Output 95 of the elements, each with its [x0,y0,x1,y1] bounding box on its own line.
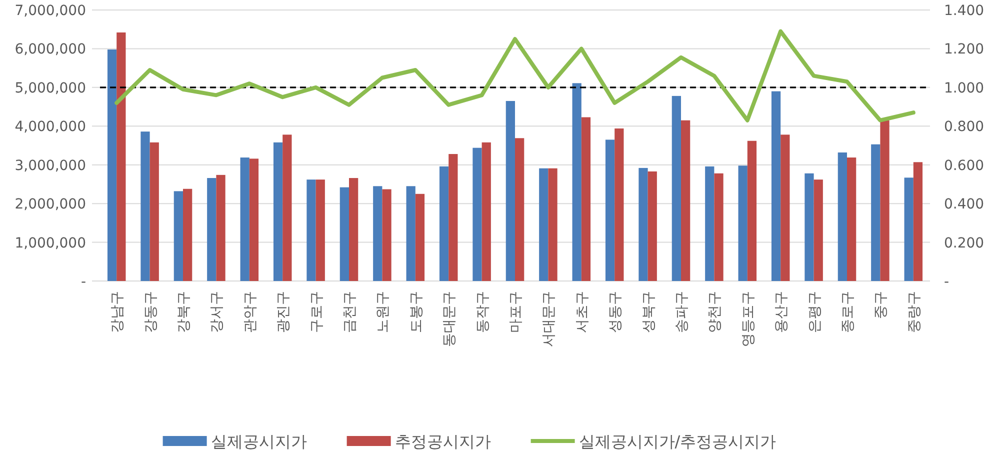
y-tick-label: 6,000,000 [14,42,86,58]
bar [240,158,250,281]
y-tick-label: 7,000,000 [14,3,86,19]
bar [648,171,657,281]
bar [116,32,126,281]
line-series [114,29,916,122]
bar [581,117,591,281]
x-tick-label: 강동구 [142,291,159,333]
x-tick-label: 광진구 [276,291,292,333]
x-tick-label: 성동구 [608,291,624,333]
bar [448,154,458,281]
x-tick-label: 중랑구 [906,291,922,333]
x-tick-label: 도봉구 [408,291,424,333]
x-tick-label: 서대문구 [541,291,558,347]
bar [515,138,524,281]
bar [216,174,226,281]
legend-label: 실제공시지가/추정공시지가 [578,432,776,451]
bar [804,173,814,281]
x-tick-label: 관악구 [242,291,258,333]
x-tick-label: 동작구 [474,291,491,333]
bar [373,186,382,281]
x-tick-label: 강북구 [176,291,192,333]
y-tick-label: 5,000,000 [14,80,86,96]
bar [340,187,349,281]
x-tick-label: 강남구 [110,291,126,333]
bar [349,178,358,281]
bar [913,162,923,281]
bar [747,140,757,281]
bar [439,166,449,281]
y2-tick-label: 0.400 [944,196,984,213]
bar [880,120,890,281]
legend-label: 실제공시지가 [210,432,307,451]
bar [406,186,416,281]
y2-tick-label: 0.600 [944,158,984,174]
x-tick-label: 영등포구 [740,291,756,347]
bar [140,132,150,281]
bar [282,134,292,281]
y2-tick-label: 1.200 [944,42,984,58]
bar [814,180,823,281]
y2-tick-label: 1.400 [944,3,984,19]
bar [316,180,325,281]
x-tick-label: 용산구 [774,291,790,333]
x-tick-label: 강서구 [209,291,226,333]
y-tick-label: - [80,274,86,290]
y2-tick-label: 0.800 [944,119,984,136]
x-tick-label: 종로구 [840,291,856,333]
x-tick-label: 은평구 [806,291,823,333]
bar [572,83,582,281]
bar [638,168,648,281]
bar [548,168,558,281]
x-tick-label: 노원구 [375,291,392,333]
x-tick-label: 양천구 [707,291,724,333]
bar [306,180,316,281]
bar [207,178,216,281]
bar [415,194,425,281]
bar [614,128,624,281]
bar [871,144,880,281]
bar [705,166,714,281]
x-tick-label: 송파구 [674,291,690,333]
bar [506,100,515,281]
y-tick-label: 2,000,000 [14,196,86,213]
y-tick-label: 3,000,000 [14,158,86,174]
x-tick-label: 중구 [873,291,890,319]
bar [174,191,183,281]
bar [482,142,491,281]
bar [539,168,548,281]
y-tick-label: 1,000,000 [14,235,86,252]
bar [107,49,117,281]
x-tick-label: 서초구 [574,291,590,333]
bar [472,148,482,281]
bar [847,158,856,281]
bar [780,134,790,281]
bar [672,96,681,281]
bar [249,158,259,281]
y2-tick-label: 1.000 [944,80,984,96]
y2-tick-label: - [944,274,950,290]
bar [681,120,690,281]
x-tick-label: 금천구 [342,291,358,333]
bar [605,140,615,281]
bar [904,178,914,281]
bar [273,142,283,281]
bar [714,173,724,281]
bar [150,142,159,281]
y2-tick-label: 0.200 [944,235,984,252]
x-tick-label: 구로구 [308,291,325,333]
y-tick-label: 4,000,000 [14,119,86,136]
bar [738,166,748,281]
bar [771,91,781,281]
legend-label: 추정공시지가 [394,432,491,451]
x-tick-label: 성북구 [640,291,657,333]
bar [838,152,847,281]
bar [183,188,192,281]
x-tick-label: 마포구 [508,291,524,333]
bar [382,189,392,281]
x-tick-label: 동대문구 [442,291,458,347]
